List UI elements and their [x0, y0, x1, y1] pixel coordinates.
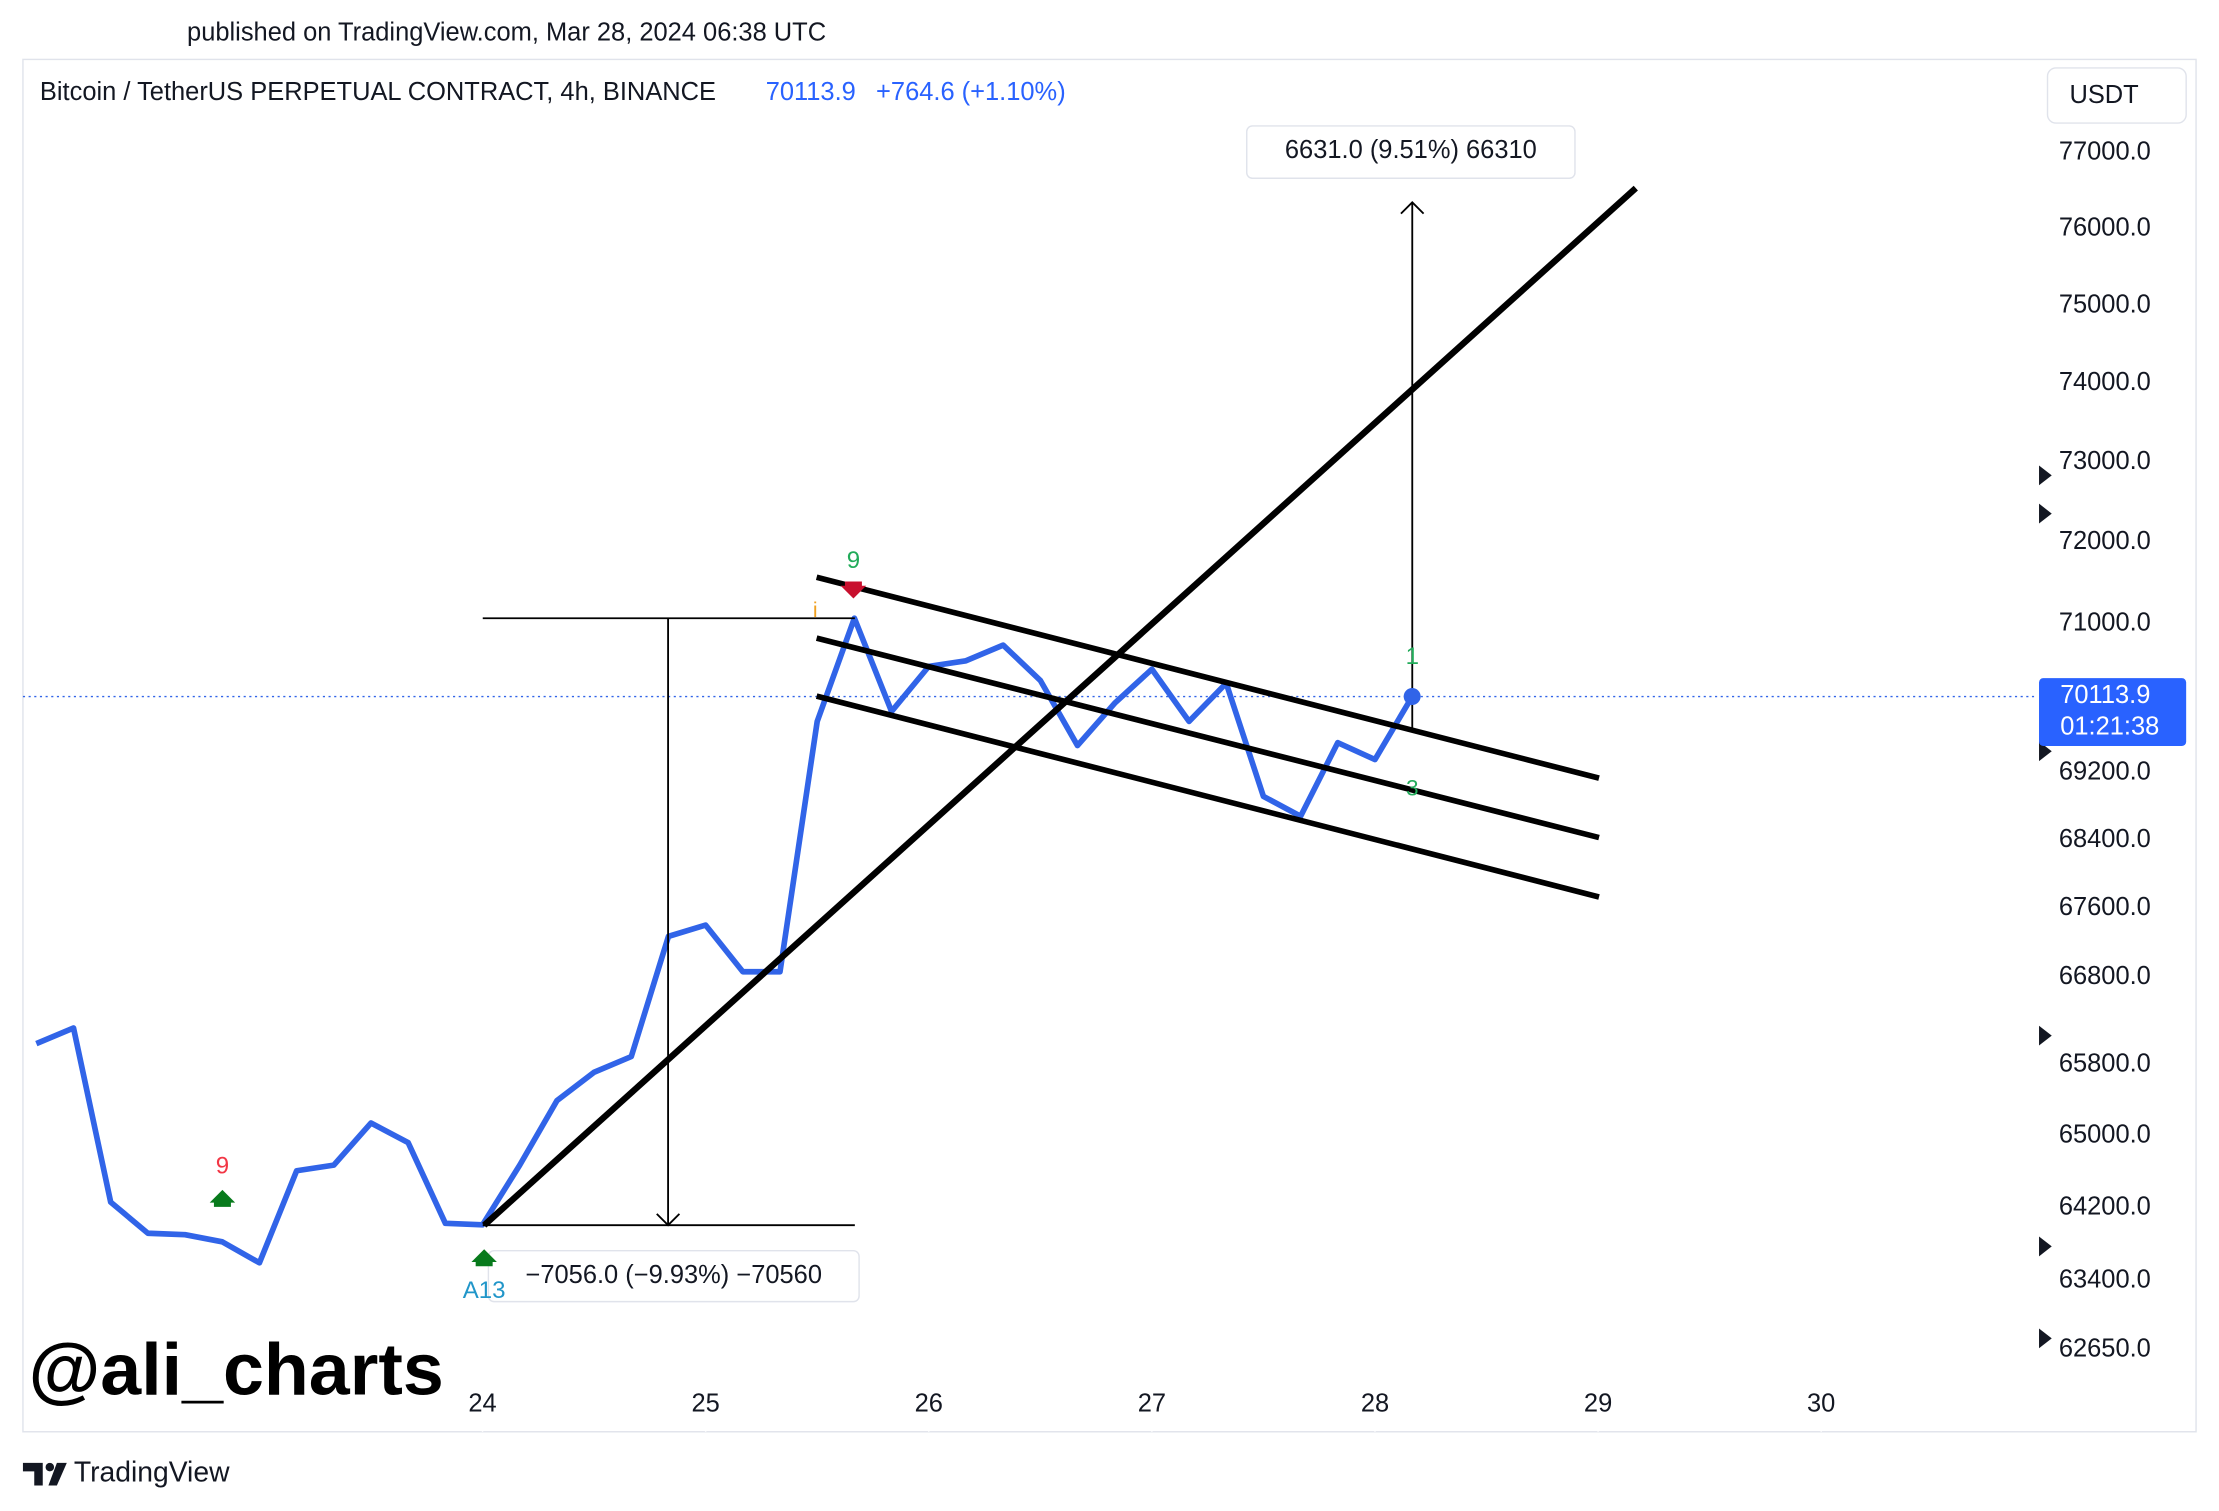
signal: 9 — [847, 547, 860, 574]
drawings — [482, 185, 1638, 1228]
price-label-box — [2039, 678, 2187, 747]
x-tick-label: 24 — [468, 1390, 496, 1418]
footer-logo — [22, 1462, 67, 1486]
symbol-title: Bitcoin / TetherUS PERPETUAL CONTRACT, 4… — [40, 78, 716, 106]
pole-label: −7056.0 (−9.93%) −70560 — [525, 1261, 821, 1289]
x-tick-label: 25 — [691, 1390, 719, 1418]
buy-arrow — [209, 1189, 236, 1207]
buy-arrow — [471, 1249, 497, 1267]
y-tick-label: 69200.0 — [2059, 757, 2151, 785]
y-tick-label: 67600.0 — [2059, 893, 2151, 921]
signal: i — [813, 599, 818, 622]
y-tick-label: 71000.0 — [2059, 608, 2151, 636]
flagpole-line — [482, 185, 1638, 1228]
countdown: 01:21:38 — [2060, 712, 2159, 740]
price-change: +764.6 (+1.10%) — [876, 78, 1066, 106]
sell-arrow — [840, 581, 867, 599]
x-tick-label: 26 — [915, 1390, 943, 1418]
y-tick-label: 65000.0 — [2059, 1121, 2151, 1149]
y-tick-label: 63400.0 — [2059, 1265, 2151, 1293]
logo-part — [22, 1462, 43, 1486]
marker — [2039, 1025, 2052, 1046]
y-tick-label: 74000.0 — [2059, 368, 2151, 396]
x-tick-label: 27 — [1138, 1390, 1166, 1418]
y-tick-label: 73000.0 — [2059, 447, 2151, 475]
signal: 9 — [216, 1153, 229, 1180]
chart-frame — [22, 58, 2197, 1433]
last-price: 70113.9 — [766, 78, 856, 106]
x-tick-label: 29 — [1584, 1390, 1612, 1418]
logo-part — [48, 1462, 67, 1486]
y-tick-label: 76000.0 — [2059, 213, 2151, 241]
signal: 3 — [1406, 775, 1419, 800]
x-tick-label: 28 — [1361, 1390, 1389, 1418]
channel-top — [815, 574, 1600, 781]
published-note: published on TradingView.com, Mar 28, 20… — [187, 19, 826, 47]
y-tick-label: 62650.0 — [2059, 1334, 2151, 1362]
currency[interactable]: USDT — [2069, 81, 2138, 109]
price-line — [35, 615, 1415, 1266]
axis-markers — [2039, 465, 2052, 1349]
marker — [2039, 503, 2052, 524]
currency-box[interactable] — [2046, 67, 2187, 124]
arrow-head — [656, 1213, 681, 1227]
watermark: @ali_charts — [29, 1328, 444, 1411]
signal: 1 — [1406, 643, 1419, 670]
y-tick-label: 65800.0 — [2059, 1050, 2151, 1078]
marker — [2039, 465, 2052, 486]
arrow-head — [1400, 201, 1425, 215]
price-label: 70113.9 — [2060, 681, 2150, 709]
label-box — [487, 1249, 860, 1303]
marker — [2039, 741, 2052, 762]
target-label: 6631.0 (9.51%) 66310 — [1285, 136, 1537, 164]
y-tick-label: 77000.0 — [2059, 138, 2151, 166]
y-tick-label: 64200.0 — [2059, 1193, 2151, 1221]
y-tick-label: 75000.0 — [2059, 290, 2151, 318]
channel-mid — [815, 635, 1600, 841]
x-tick-label: 30 — [1807, 1390, 1835, 1418]
marker — [2039, 1236, 2052, 1257]
marker — [2039, 1328, 2052, 1349]
label-box — [1246, 125, 1576, 179]
y-tick-label: 72000.0 — [2059, 527, 2151, 555]
channel-bottom — [815, 693, 1600, 900]
footer-brand: TradingView — [74, 1456, 230, 1488]
signal: A13 — [463, 1277, 506, 1304]
last-point — [1403, 688, 1421, 706]
logo-part — [45, 1462, 55, 1472]
y-tick-label: 68400.0 — [2059, 825, 2151, 853]
y-tick-label: 66800.0 — [2059, 962, 2151, 990]
